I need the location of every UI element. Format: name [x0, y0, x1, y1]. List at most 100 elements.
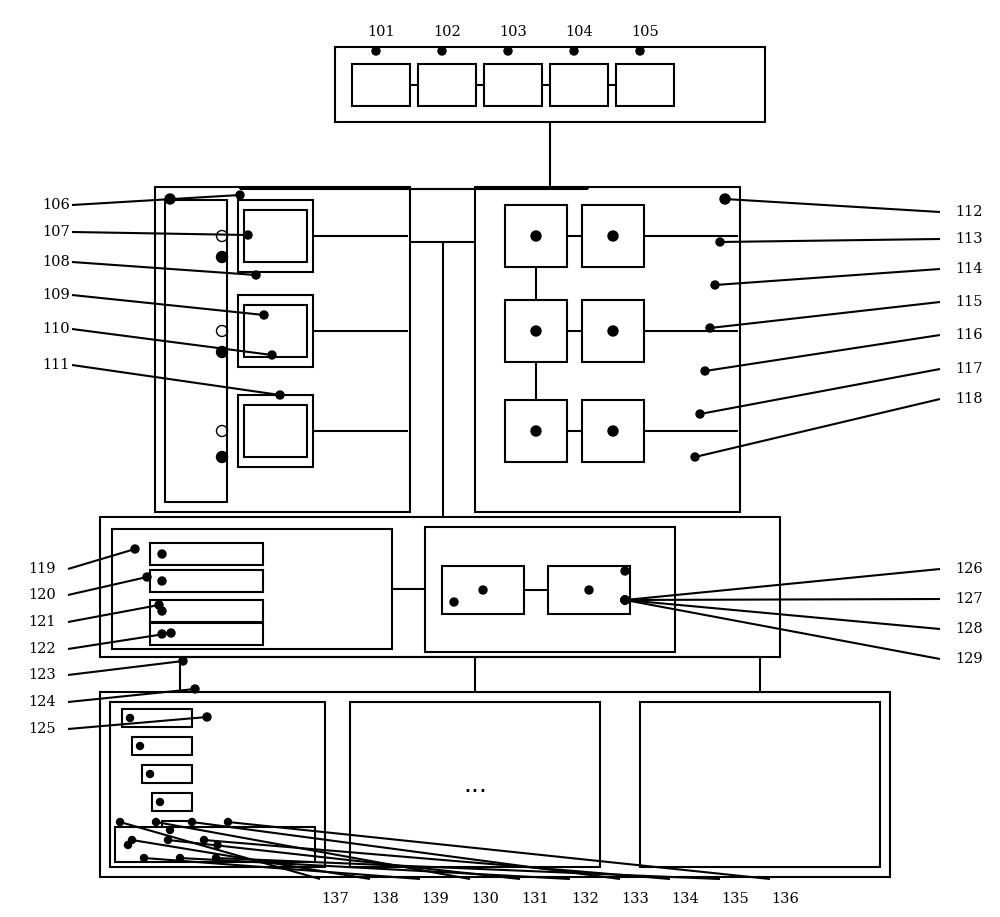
FancyBboxPatch shape — [582, 205, 644, 267]
Text: 122: 122 — [28, 642, 56, 656]
Text: 136: 136 — [771, 892, 799, 906]
FancyBboxPatch shape — [238, 200, 313, 272]
Circle shape — [608, 326, 618, 336]
FancyBboxPatch shape — [165, 200, 227, 502]
FancyBboxPatch shape — [244, 405, 307, 457]
Circle shape — [214, 842, 221, 848]
FancyBboxPatch shape — [475, 187, 740, 512]
Text: 123: 123 — [28, 668, 56, 682]
FancyBboxPatch shape — [505, 205, 567, 267]
Text: 121: 121 — [28, 615, 56, 629]
Circle shape — [621, 596, 629, 604]
Text: 125: 125 — [28, 722, 56, 736]
Circle shape — [176, 855, 184, 861]
Circle shape — [201, 836, 208, 844]
Circle shape — [153, 819, 160, 825]
Circle shape — [636, 47, 644, 55]
Circle shape — [137, 743, 144, 749]
Text: 104: 104 — [565, 25, 593, 39]
Circle shape — [158, 577, 166, 585]
FancyBboxPatch shape — [616, 63, 674, 105]
Circle shape — [621, 596, 629, 604]
Text: 113: 113 — [955, 232, 983, 246]
Text: 112: 112 — [955, 205, 983, 219]
FancyBboxPatch shape — [100, 692, 890, 877]
Circle shape — [696, 410, 704, 418]
Circle shape — [157, 799, 164, 805]
FancyBboxPatch shape — [582, 300, 644, 362]
FancyBboxPatch shape — [150, 570, 263, 592]
Text: 108: 108 — [42, 255, 70, 269]
Circle shape — [585, 586, 593, 594]
Circle shape — [720, 194, 730, 204]
Text: 116: 116 — [955, 328, 983, 342]
Circle shape — [504, 47, 512, 55]
FancyBboxPatch shape — [150, 543, 263, 565]
Circle shape — [191, 685, 199, 693]
FancyBboxPatch shape — [550, 63, 608, 105]
Circle shape — [372, 47, 380, 55]
Circle shape — [203, 713, 211, 721]
FancyBboxPatch shape — [335, 47, 765, 122]
FancyBboxPatch shape — [484, 63, 542, 105]
Circle shape — [621, 567, 629, 575]
Circle shape — [147, 770, 154, 778]
FancyBboxPatch shape — [350, 702, 600, 867]
Circle shape — [165, 194, 175, 204]
Circle shape — [268, 351, 276, 359]
Text: 139: 139 — [421, 892, 449, 906]
FancyBboxPatch shape — [132, 737, 192, 755]
Circle shape — [570, 47, 578, 55]
Text: 128: 128 — [955, 622, 983, 636]
FancyBboxPatch shape — [112, 529, 392, 649]
Circle shape — [158, 630, 166, 638]
Text: 110: 110 — [42, 322, 70, 336]
FancyBboxPatch shape — [238, 395, 313, 467]
Circle shape — [125, 842, 132, 848]
FancyBboxPatch shape — [352, 63, 410, 105]
Circle shape — [217, 251, 228, 262]
Text: 119: 119 — [28, 562, 56, 576]
Circle shape — [531, 231, 541, 241]
Text: ...: ... — [463, 772, 487, 797]
Circle shape — [117, 819, 124, 825]
Circle shape — [621, 596, 629, 604]
FancyBboxPatch shape — [640, 702, 880, 867]
Circle shape — [217, 347, 228, 358]
FancyBboxPatch shape — [244, 305, 307, 357]
Circle shape — [127, 714, 134, 722]
Circle shape — [721, 195, 729, 203]
Text: 133: 133 — [621, 892, 649, 906]
FancyBboxPatch shape — [142, 765, 192, 783]
Text: 129: 129 — [955, 652, 983, 666]
FancyBboxPatch shape — [418, 63, 476, 105]
FancyBboxPatch shape — [442, 566, 524, 614]
Text: 134: 134 — [671, 892, 699, 906]
FancyBboxPatch shape — [238, 295, 313, 367]
Text: 132: 132 — [571, 892, 599, 906]
Circle shape — [450, 598, 458, 606]
Text: 131: 131 — [521, 892, 549, 906]
Circle shape — [189, 819, 196, 825]
Circle shape — [260, 311, 268, 319]
Text: 117: 117 — [955, 362, 983, 376]
Circle shape — [165, 836, 172, 844]
FancyBboxPatch shape — [150, 623, 263, 645]
Circle shape — [701, 367, 709, 375]
Circle shape — [143, 573, 151, 581]
Circle shape — [608, 231, 618, 241]
Circle shape — [141, 855, 148, 861]
Circle shape — [706, 324, 714, 332]
FancyBboxPatch shape — [150, 600, 263, 622]
Text: 102: 102 — [433, 25, 461, 39]
Text: 106: 106 — [42, 198, 70, 212]
Circle shape — [217, 451, 228, 462]
FancyBboxPatch shape — [244, 210, 307, 262]
Circle shape — [608, 426, 618, 436]
Text: 107: 107 — [42, 225, 70, 239]
FancyBboxPatch shape — [122, 709, 192, 727]
Text: 138: 138 — [371, 892, 399, 906]
Circle shape — [276, 391, 284, 399]
Circle shape — [179, 657, 187, 665]
Text: 135: 135 — [721, 892, 749, 906]
